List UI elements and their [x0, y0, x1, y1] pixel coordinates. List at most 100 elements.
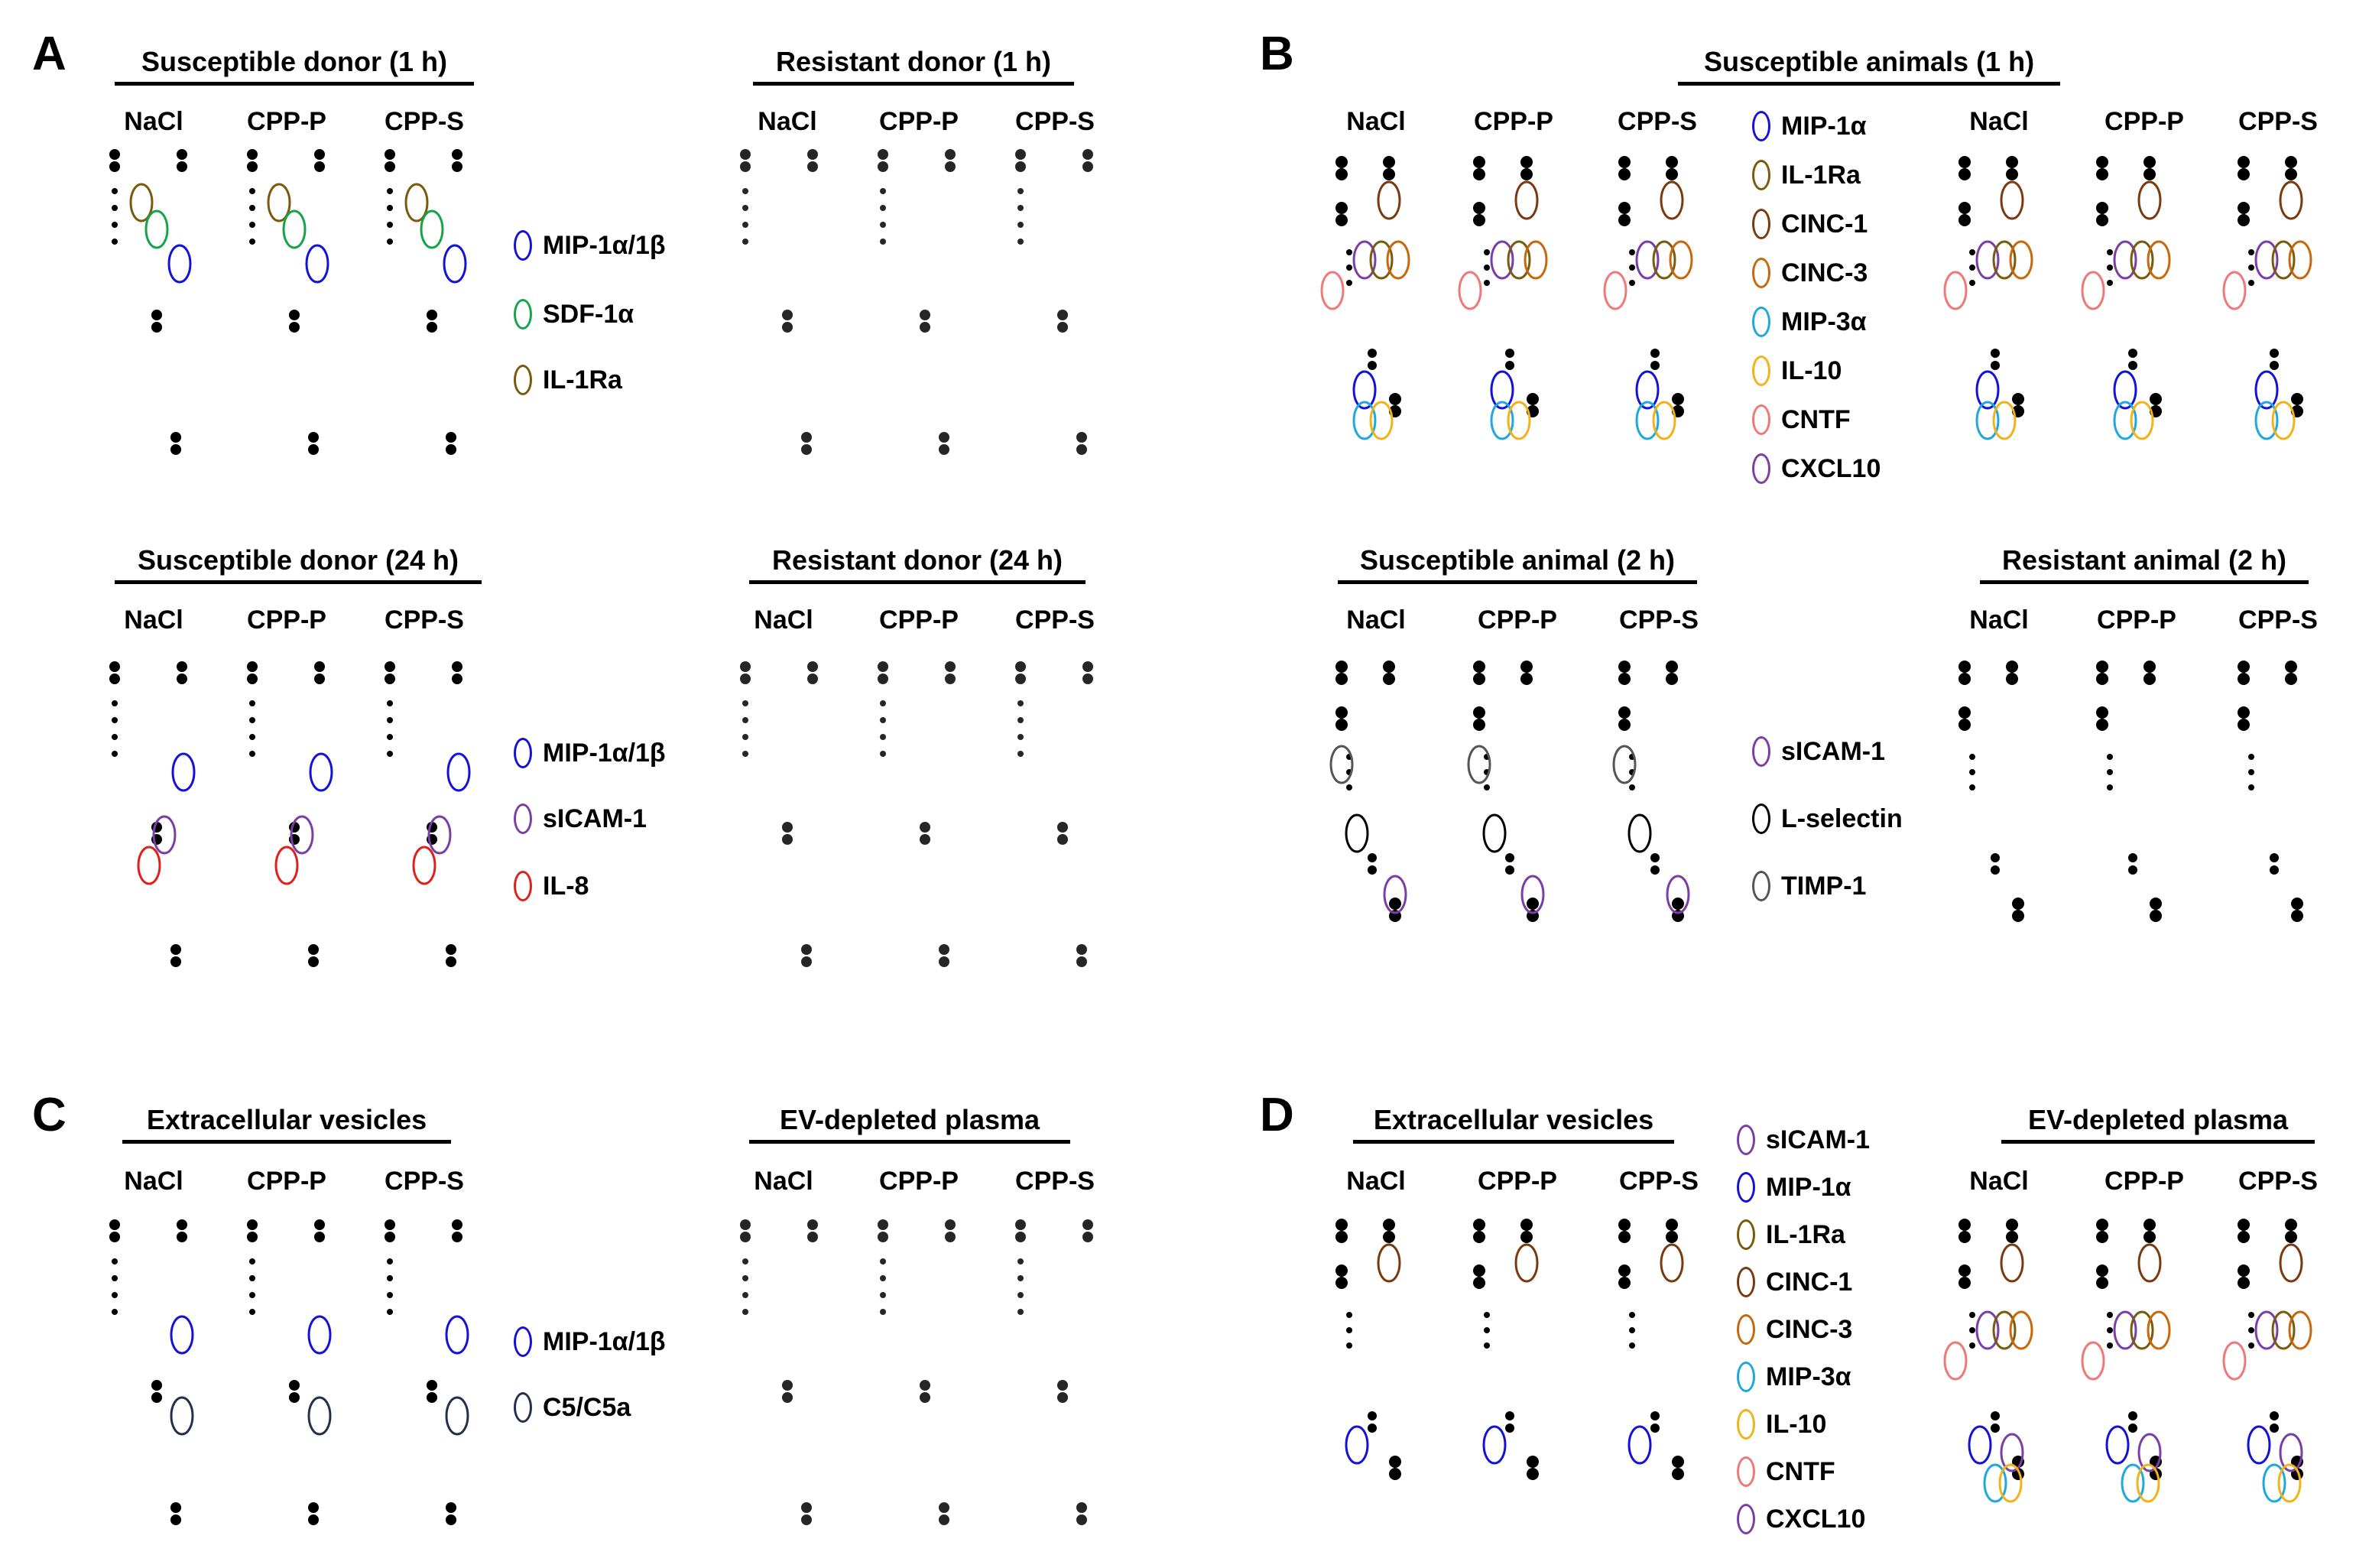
blot-spot: [1520, 168, 1533, 180]
highlight-oval: [309, 752, 333, 792]
blot-spot: [2285, 661, 2297, 673]
blot-spot: [1527, 898, 1539, 910]
blot-spot: [151, 1392, 162, 1403]
blot-spot: [1017, 1275, 1024, 1281]
col-label: CPP-S: [2238, 1167, 2318, 1196]
blot-spot: [878, 161, 888, 172]
blot-spot: [2285, 1219, 2297, 1231]
blot-spot: [289, 322, 300, 333]
blot-spot: [1484, 280, 1490, 286]
blot-spot: [878, 674, 888, 684]
blot-spot: [2238, 661, 2250, 673]
blot-spot: [387, 222, 393, 228]
blot-spot: [1017, 700, 1024, 706]
blot-spot: [249, 222, 255, 228]
highlight-oval: [1635, 401, 1660, 440]
highlight-oval: [2113, 370, 2137, 410]
blot-spot: [446, 444, 456, 455]
blot-spot: [1958, 168, 1971, 180]
blot-spot: [880, 700, 886, 706]
blot-spot: [1389, 393, 1401, 405]
blot-spot: [2285, 156, 2297, 168]
col-label: CPP-S: [1015, 107, 1095, 136]
blot-spot: [1015, 149, 1026, 160]
blot-spot: [801, 444, 812, 455]
highlight-oval: [1329, 745, 1354, 784]
blot-spot: [387, 1309, 393, 1315]
blot-spot: [1368, 853, 1377, 862]
blot-spot: [880, 1275, 886, 1281]
blot-spot: [1650, 1411, 1660, 1420]
blot-spot: [1505, 865, 1514, 875]
blot-spot: [1082, 149, 1093, 160]
blot-spot: [2238, 168, 2250, 180]
blot-spot: [1991, 1424, 2000, 1433]
blot-spot: [2128, 349, 2137, 358]
blot-spot: [1017, 1309, 1024, 1315]
blot-spot: [2143, 673, 2156, 685]
blot-spot: [2012, 393, 2024, 405]
blot-spot: [939, 1502, 949, 1513]
blot-spot: [1505, 1411, 1514, 1420]
col-label: CPP-S: [385, 107, 464, 136]
blot-spot: [112, 734, 118, 740]
blot-spot: [1473, 168, 1485, 180]
col-label: CPP-S: [1015, 1167, 1095, 1196]
blot-spot: [1618, 661, 1631, 673]
blot-spot: [1618, 1219, 1631, 1231]
blot-spot: [807, 661, 818, 672]
panel-a-row2-right-title: Resistant donor (24 h): [749, 544, 1086, 584]
highlight-oval: [1482, 1425, 1507, 1465]
blot-spot: [2006, 156, 2018, 168]
highlight-oval: [2137, 180, 2162, 220]
blot-spot: [2150, 393, 2162, 405]
blot-spot: [1618, 1231, 1631, 1243]
blot-spot: [1505, 361, 1514, 370]
blot-spot: [2248, 280, 2254, 286]
blot-spot: [1076, 444, 1087, 455]
blot-spot: [1618, 156, 1631, 168]
blot-spot: [247, 661, 258, 672]
panel-letter-a: A: [32, 28, 67, 80]
blot-spot: [2107, 280, 2113, 286]
blot-spot: [1473, 1231, 1485, 1243]
highlight-oval: [2113, 401, 2137, 440]
blot-spot: [1666, 661, 1678, 673]
col-label: NaCl: [1346, 605, 1406, 635]
blot-spot: [1082, 161, 1093, 172]
blot-spot: [1473, 156, 1485, 168]
blot-spot: [878, 661, 888, 672]
blot-spot: [1017, 717, 1024, 723]
blot-spot: [109, 1219, 120, 1230]
blot-spot: [1629, 1327, 1635, 1333]
legend-item: CNTF: [1752, 401, 1851, 439]
blot-spot: [2012, 910, 2024, 922]
blot-spot: [112, 700, 118, 706]
blot-spot: [1505, 349, 1514, 358]
highlight-oval: [2254, 401, 2279, 440]
blot-spot: [1629, 249, 1635, 255]
blot-spot: [387, 205, 393, 211]
highlight-oval: [1520, 875, 1545, 914]
blot-spot: [452, 1232, 462, 1242]
blot-spot: [1505, 1424, 1514, 1433]
col-label: NaCl: [754, 605, 813, 635]
blot-spot: [1520, 673, 1533, 685]
blot-spot: [314, 161, 325, 172]
blot-spot: [289, 1392, 300, 1403]
highlight-oval: [170, 1396, 194, 1436]
highlight-oval: [170, 1315, 194, 1355]
blot-spot: [1015, 661, 1026, 672]
highlight-oval: [2147, 1310, 2171, 1350]
blot-spot: [2006, 1231, 2018, 1243]
highlight-oval: [274, 846, 299, 885]
blot-spot: [1484, 249, 1490, 255]
legend-item: CINC-1: [1737, 1263, 1852, 1301]
highlight-oval: [2147, 240, 2171, 280]
blot-spot: [1618, 673, 1631, 685]
highlight-oval: [2222, 271, 2247, 310]
blot-spot: [880, 751, 886, 757]
highlight-oval: [1975, 1310, 2000, 1350]
blot-spot: [289, 1380, 300, 1391]
blot-spot: [308, 1502, 319, 1513]
